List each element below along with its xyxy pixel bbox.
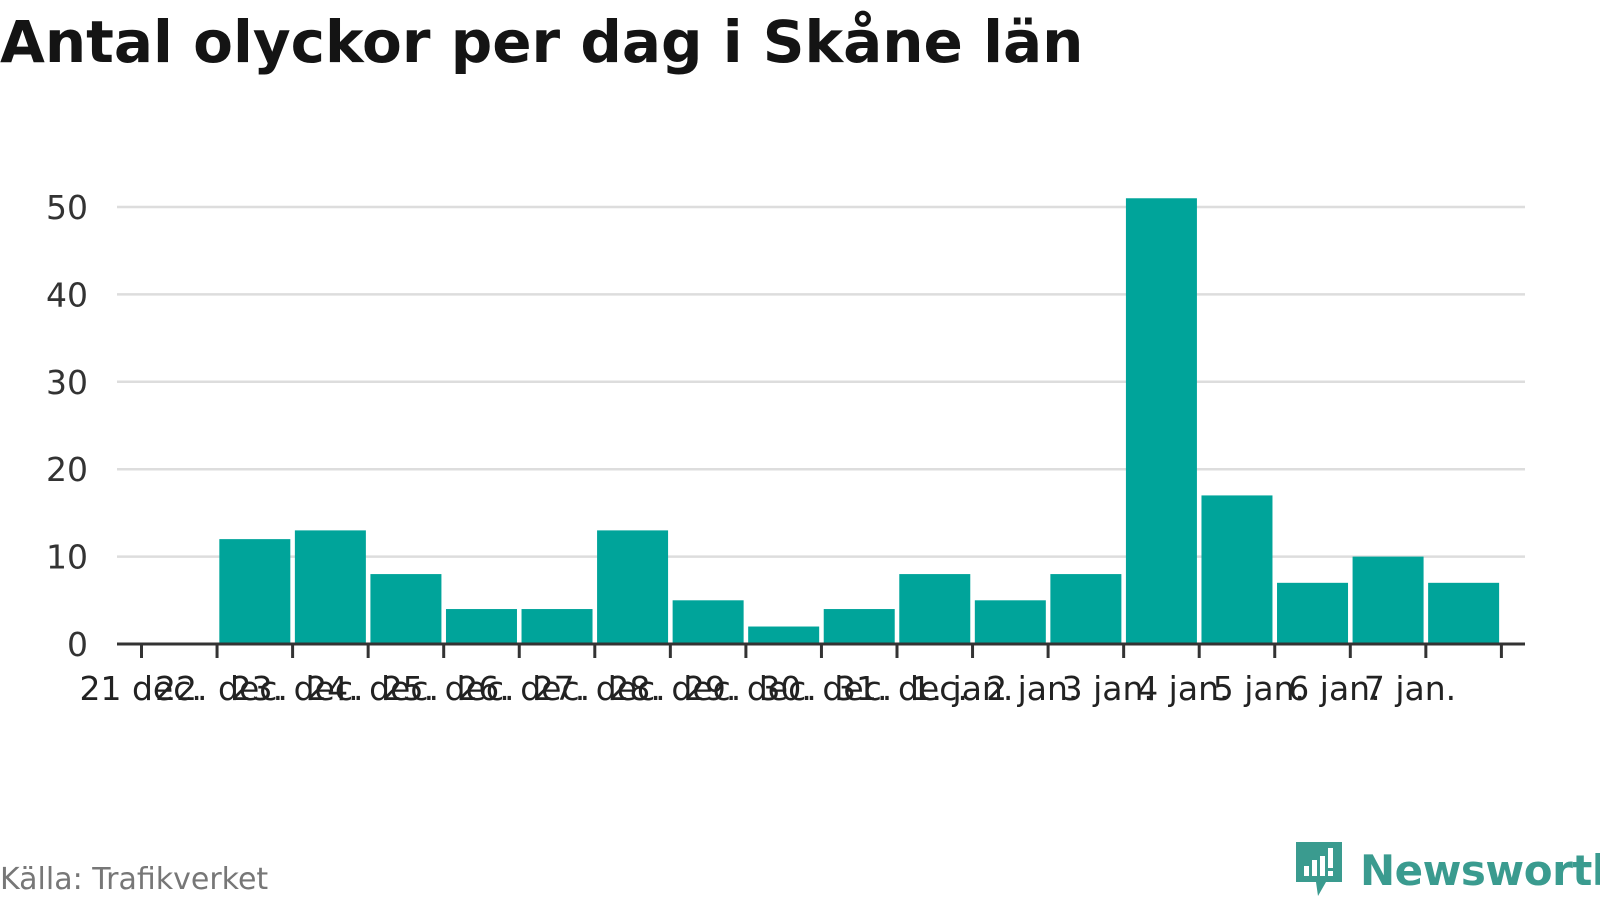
y-tick-label: 30 [46,363,88,402]
y-tick-label: 0 [67,625,88,664]
bar-24. dec. [370,574,442,644]
bar-29. dec. [748,626,820,644]
y-axis-labels: 0 10 20 30 40 50 [46,188,88,664]
newsworthy-icon [1296,842,1342,896]
x-tick-label: 21 dec. [80,669,202,708]
x-tick-label: 28. dec. [608,669,741,708]
x-tick-label: 2 jan. [986,669,1078,708]
bar-2 jan. [1050,574,1122,644]
x-tick-label: 22. dec. [155,669,288,708]
x-tick-label: 3 jan. [1062,669,1154,708]
x-tick-label: 23. dec. [231,669,364,708]
y-tick-label: 50 [46,188,88,227]
bars [219,198,1500,644]
x-tick-label: 5 jan. [1213,669,1305,708]
bar-31. dec. [899,574,971,644]
x-tick-label: 27. dec. [533,669,666,708]
x-axis-labels: 21 dec.22. dec.23. dec.24. dec.25. dec.2… [80,669,1457,708]
x-tick-label: 26. dec. [457,669,590,708]
x-axis [117,642,1525,658]
bar-4 jan. [1201,495,1273,644]
x-tick-label: 29. dec. [684,669,817,708]
bar-3 jan. [1125,198,1197,644]
x-tick-label: 7 jan. [1364,669,1456,708]
x-tick-label: 30. dec. [759,669,892,708]
bar-25. dec. [445,609,517,644]
grid-lines [117,205,1525,558]
brand-name: Newsworthy [1360,846,1600,895]
y-tick-label: 40 [46,275,88,314]
bar-28. dec. [672,600,744,644]
bar-5 jan. [1277,582,1349,644]
bar-7 jan. [1428,582,1500,644]
bar-23. dec. [294,530,366,644]
x-tick-label: 4 jan. [1137,669,1229,708]
bar-22. dec. [219,539,291,644]
x-tick-label: 31. dec. [835,669,968,708]
x-tick-label: 1. jan. [911,669,1014,708]
x-tick-label: 6 jan. [1288,669,1380,708]
chart-title: Antal olyckor per dag i Skåne län [0,8,1084,76]
y-tick-label: 10 [46,538,88,577]
y-tick-label: 20 [46,450,88,489]
bar-26. dec. [521,609,593,644]
bar-1. jan. [974,600,1046,644]
bar-30. dec. [823,609,895,644]
x-tick-label: 24. dec. [306,669,439,708]
brand-logo: Newsworthy [1292,840,1600,900]
source-note: Källa: Trafikverket [0,862,269,897]
x-tick-label: 25. dec. [382,669,515,708]
bar-6 jan. [1352,556,1424,644]
bar-27. dec. [597,530,669,644]
